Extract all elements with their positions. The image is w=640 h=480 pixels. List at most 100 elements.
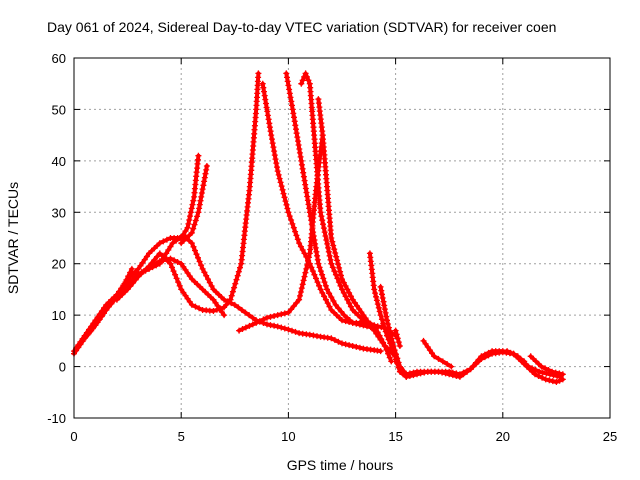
data-point (545, 367, 552, 373)
data-point (221, 296, 228, 303)
data-point (201, 174, 208, 181)
y-tick-label: 30 (52, 205, 66, 220)
data-point (342, 293, 349, 300)
y-tick-label: 10 (52, 308, 66, 323)
data-point (196, 205, 203, 212)
data-point (448, 363, 455, 370)
data-point (315, 260, 322, 267)
data-point (255, 70, 262, 77)
data-point (273, 160, 280, 167)
data-point (444, 361, 451, 367)
data-point (396, 343, 403, 349)
data-point (169, 240, 176, 247)
data-point (274, 323, 281, 330)
data-point (331, 337, 338, 343)
x-tick-label: 15 (388, 429, 402, 444)
data-point (195, 254, 201, 261)
data-point (539, 369, 546, 376)
data-point (119, 284, 126, 291)
data-point (318, 213, 325, 220)
data-point (439, 369, 446, 376)
data-point (93, 320, 100, 327)
data-point (192, 247, 198, 254)
data-point (190, 243, 197, 250)
series-arc-15 (392, 327, 403, 349)
data-point (442, 370, 449, 377)
data-point (306, 209, 313, 216)
data-point (90, 324, 97, 331)
data-point (431, 353, 438, 360)
data-point (284, 74, 290, 81)
data-point (302, 70, 309, 77)
data-point (328, 294, 335, 301)
data-point (256, 318, 263, 325)
data-point (160, 238, 167, 245)
y-axis-title: SDTVAR / TECUs (5, 182, 21, 294)
data-point (335, 261, 342, 268)
data-point (364, 318, 371, 325)
data-point (400, 368, 407, 375)
data-point (202, 170, 209, 177)
data-point (313, 275, 319, 282)
data-point (287, 94, 294, 101)
data-point (194, 213, 201, 220)
data-point (203, 166, 210, 173)
data-point (374, 301, 381, 308)
data-point (233, 276, 240, 283)
data-point (311, 271, 318, 278)
data-point (143, 253, 150, 260)
data-point (338, 272, 344, 279)
data-point (453, 373, 460, 379)
data-point (235, 304, 242, 311)
data-point (299, 247, 306, 253)
data-point (249, 314, 256, 321)
data-point (285, 309, 292, 316)
data-point (260, 84, 267, 91)
data-point (389, 339, 396, 346)
y-tick-label: -10 (47, 411, 66, 426)
data-point (310, 233, 317, 239)
data-point (196, 201, 203, 208)
data-point (302, 269, 309, 276)
data-point (292, 122, 299, 129)
data-point (322, 282, 329, 289)
data-point (387, 332, 394, 338)
data-point (163, 250, 170, 257)
data-point (291, 114, 297, 121)
data-point (319, 289, 326, 296)
data-point (338, 308, 345, 315)
data-point (481, 351, 488, 358)
data-point (324, 300, 331, 307)
data-point (260, 316, 267, 323)
data-point (340, 289, 347, 296)
data-point (188, 229, 195, 236)
data-point (196, 305, 203, 312)
data-point (293, 232, 300, 239)
data-point (178, 260, 185, 267)
data-point (197, 197, 204, 204)
data-point (242, 324, 249, 331)
data-point (100, 310, 107, 317)
series-arc-11 (315, 96, 395, 365)
data-point (253, 319, 260, 326)
data-point (180, 263, 187, 270)
data-point (264, 321, 270, 328)
data-point (293, 299, 300, 306)
data-point (332, 301, 339, 308)
data-point (217, 305, 224, 312)
data-point (383, 313, 390, 320)
data-point (324, 240, 331, 247)
data-point (395, 339, 402, 346)
data-point (307, 213, 314, 220)
data-point (356, 344, 363, 351)
data-point (275, 171, 282, 178)
data-point (392, 327, 399, 334)
data-point (297, 289, 304, 295)
y-tick-label: 20 (52, 257, 66, 272)
data-point (108, 300, 115, 307)
data-point (320, 225, 327, 232)
data-point (322, 296, 329, 303)
data-point (213, 306, 220, 313)
data-point (165, 247, 172, 253)
